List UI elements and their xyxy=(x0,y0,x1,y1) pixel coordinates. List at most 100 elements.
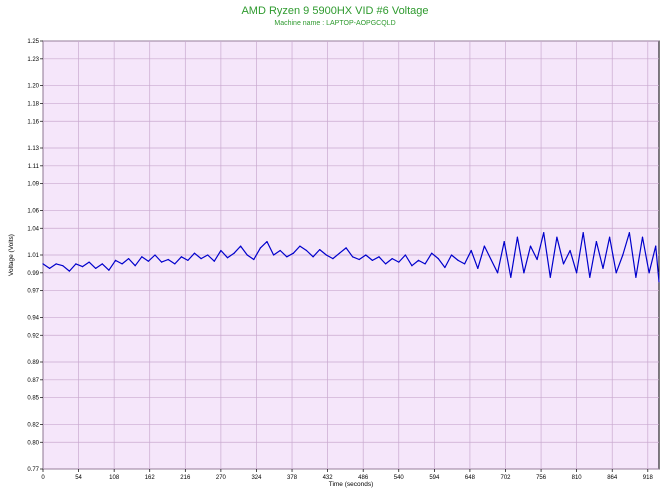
data-point xyxy=(358,258,360,261)
data-point xyxy=(226,257,229,259)
data-point xyxy=(207,254,209,256)
x-tick-label: 594 xyxy=(429,475,440,481)
data-point xyxy=(371,259,373,261)
data-point xyxy=(253,258,255,261)
y-tick-label: 0.80 xyxy=(27,440,39,446)
data-point xyxy=(220,249,222,252)
data-point xyxy=(95,267,97,269)
data-point xyxy=(325,254,327,256)
y-tick-label: 0.94 xyxy=(27,315,39,321)
x-tick-label: 54 xyxy=(75,475,82,481)
y-tick-label: 0.77 xyxy=(27,467,39,473)
y-tick-label: 1.13 xyxy=(27,146,39,152)
data-point xyxy=(483,245,485,247)
data-point xyxy=(457,259,459,261)
data-point xyxy=(655,245,657,247)
data-point xyxy=(42,263,44,265)
x-axis-label: Time (seconds) xyxy=(329,481,374,488)
data-point xyxy=(417,259,420,261)
data-point xyxy=(365,254,367,256)
data-point xyxy=(187,259,189,261)
data-point xyxy=(167,258,169,261)
data-point xyxy=(398,261,400,263)
data-point xyxy=(75,263,77,265)
data-point xyxy=(286,256,288,258)
data-point xyxy=(299,245,301,247)
data-point xyxy=(68,270,70,272)
y-tick-label: 0.99 xyxy=(27,271,39,277)
data-point xyxy=(55,263,57,265)
data-point xyxy=(595,241,598,243)
x-tick-label: 108 xyxy=(109,475,120,481)
data-point xyxy=(641,236,644,238)
x-tick-label: 162 xyxy=(145,475,156,481)
y-tick-label: 1.20 xyxy=(27,84,39,90)
data-point xyxy=(615,272,617,274)
x-tick-label: 648 xyxy=(465,475,476,481)
data-point xyxy=(523,272,525,274)
data-point xyxy=(497,272,499,274)
data-point xyxy=(424,263,426,265)
data-point xyxy=(319,249,321,251)
data-point xyxy=(437,258,439,260)
data-point xyxy=(338,252,341,254)
data-point xyxy=(292,252,294,254)
data-point xyxy=(391,258,393,260)
y-tick-label: 1.06 xyxy=(27,208,39,214)
series-group xyxy=(42,232,660,283)
data-point xyxy=(352,256,354,258)
data-point xyxy=(628,232,631,234)
data-point xyxy=(266,241,268,243)
y-tick-label: 1.01 xyxy=(27,253,39,259)
data-point xyxy=(562,263,565,265)
data-point xyxy=(49,267,51,269)
data-point xyxy=(549,276,551,278)
data-point xyxy=(147,260,149,262)
data-point xyxy=(193,252,196,254)
x-tick-label: 756 xyxy=(536,475,547,481)
data-point xyxy=(62,265,64,267)
data-point xyxy=(180,256,182,258)
data-point xyxy=(279,249,281,252)
data-point xyxy=(589,276,591,278)
x-tick-label: 540 xyxy=(394,475,405,481)
y-axis-label: Voltage (Volts) xyxy=(8,234,15,276)
data-point xyxy=(134,265,136,267)
data-point xyxy=(658,281,660,283)
data-point xyxy=(635,276,637,278)
data-point xyxy=(345,247,347,249)
data-point xyxy=(273,254,275,256)
y-tick-label: 0.97 xyxy=(27,289,39,295)
data-point xyxy=(233,252,235,254)
x-tick-label: 0 xyxy=(41,475,45,481)
y-tick-label: 1.18 xyxy=(27,101,39,107)
data-point xyxy=(121,263,123,265)
chart-title: AMD Ryzen 9 5900HX VID #6 Voltage xyxy=(241,5,429,17)
y-tick-label: 1.09 xyxy=(27,182,39,188)
data-point xyxy=(161,261,163,263)
data-point xyxy=(569,249,571,252)
data-point xyxy=(609,236,611,238)
data-point xyxy=(431,252,433,254)
data-point xyxy=(648,272,650,274)
y-axis-ticks: 0.77 0.80 0.82 0.85 0.87 0.89 0.92 0.94 0.97 0.99… xyxy=(27,39,43,473)
data-point xyxy=(332,258,334,260)
y-tick-label: 0.85 xyxy=(27,396,39,402)
x-tick-label: 702 xyxy=(500,475,511,481)
data-point xyxy=(101,263,103,265)
data-point xyxy=(411,265,413,267)
data-point xyxy=(516,236,519,238)
y-tick-label: 0.92 xyxy=(27,333,39,339)
data-point xyxy=(213,260,215,262)
data-point xyxy=(602,267,604,269)
data-point xyxy=(470,249,472,252)
x-tick-label: 486 xyxy=(358,475,369,481)
chart-subtitle: Machine name : LAPTOP-AOPGCQLD xyxy=(274,20,396,27)
y-tick-label: 1.16 xyxy=(27,119,39,125)
y-tick-label: 0.82 xyxy=(27,422,39,428)
data-point xyxy=(444,266,446,269)
x-tick-label: 918 xyxy=(643,475,654,481)
x-tick-label: 810 xyxy=(572,475,583,481)
data-point xyxy=(312,256,314,258)
